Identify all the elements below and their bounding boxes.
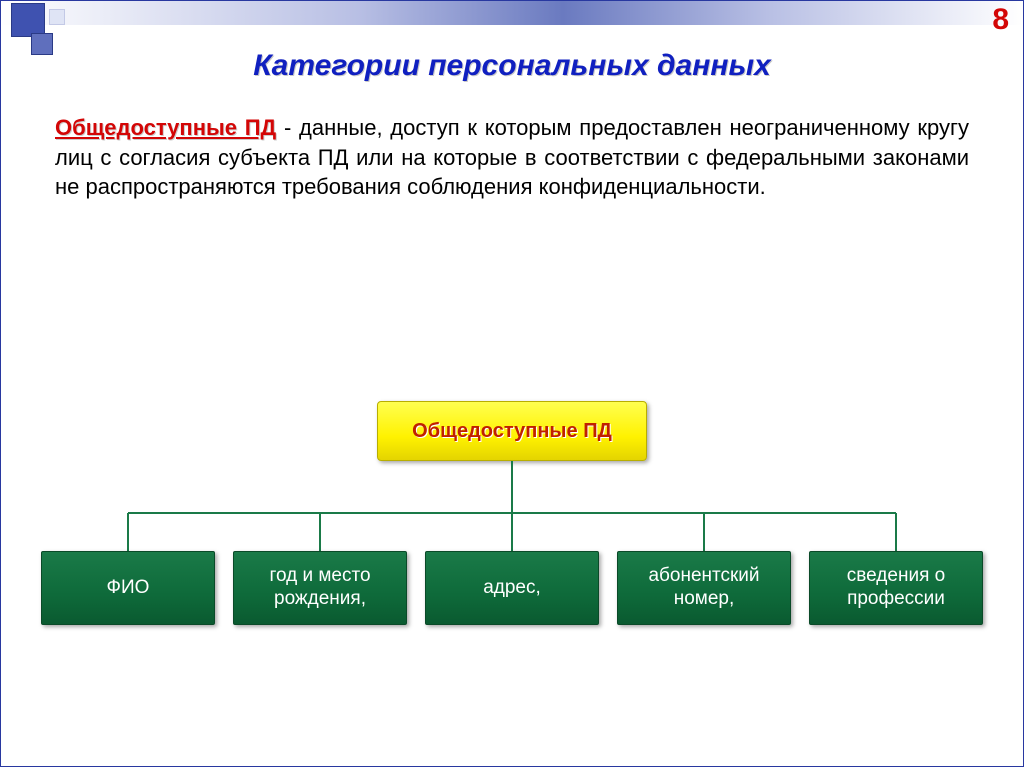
tree-diagram: Общедоступные ПД ФИО год и место рождени… [41,401,983,661]
definition-paragraph: Общедоступные ПД - данные, доступ к кото… [55,113,969,202]
child-node-profession: сведения о профессии [809,551,983,625]
page-number: 8 [992,3,1009,37]
child-node-phone: абонентский номер, [617,551,791,625]
corner-logo-icon [11,3,71,53]
top-gradient-bar [1,1,1023,25]
child-node-address: адрес, [425,551,599,625]
lead-term: Общедоступные ПД [55,115,276,140]
child-node-birth: год и место рождения, [233,551,407,625]
children-row: ФИО год и место рождения, адрес, абонент… [41,551,983,625]
root-node: Общедоступные ПД [377,401,647,461]
child-node-fio: ФИО [41,551,215,625]
slide-title: Категории персональных данных [1,49,1023,83]
slide: 8 Категории персональных данных Общедост… [0,0,1024,767]
